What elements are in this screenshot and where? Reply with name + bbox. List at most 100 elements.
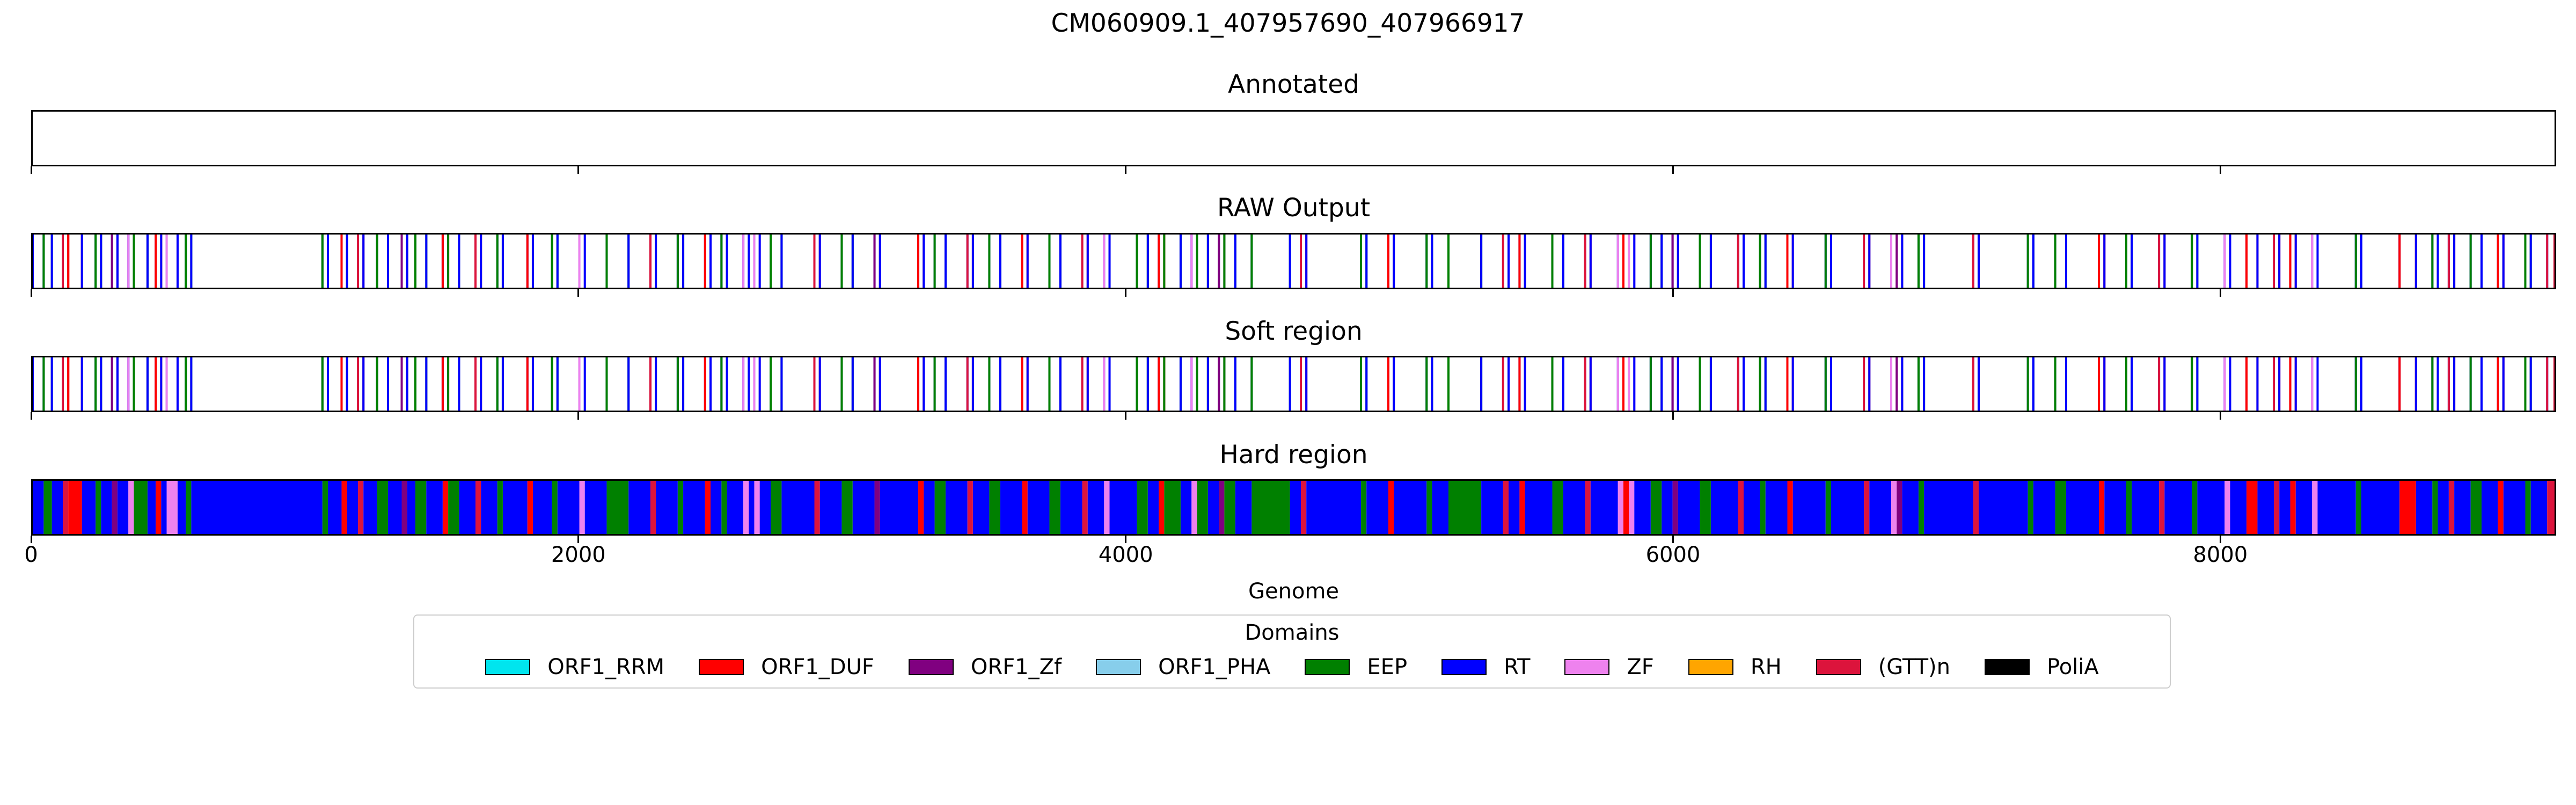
segment-(GTT)n <box>967 481 973 534</box>
segment-ORF1_DUF <box>2498 481 2504 534</box>
legend-swatch <box>1096 659 1141 675</box>
legend-swatch <box>1305 659 1350 675</box>
legend-items: ORF1_RRM ORF1_DUF ORF1_Zf ORF1_PHA EEP RT ZF RH… <box>414 654 2170 680</box>
segment-RT <box>710 481 722 534</box>
segment-RT <box>2503 481 2526 534</box>
x-tick <box>30 536 32 543</box>
segment-EEP <box>43 481 52 534</box>
segment-ZF <box>2312 481 2318 534</box>
segment-RT <box>2482 481 2498 534</box>
legend-item-PoliA: PoliA <box>1977 654 2106 680</box>
segment-ZF <box>2224 481 2230 534</box>
segment-EEP <box>1164 481 1181 534</box>
segment-(GTT)n <box>2273 481 2280 534</box>
segment-RT <box>459 481 476 534</box>
legend-item-ORF1_PHA: ORF1_PHA <box>1088 654 1278 680</box>
segment-RT <box>2197 481 2225 534</box>
segment-RT <box>1678 481 1700 534</box>
segment-ORF1_Zf <box>874 481 880 534</box>
segment-RT <box>2230 481 2247 534</box>
segment-RT <box>945 481 968 534</box>
segment-RT <box>1109 481 1137 534</box>
segment-RT <box>1792 481 1826 534</box>
segment-RT <box>1509 481 1520 534</box>
segment-ORF1_DUF <box>68 481 82 534</box>
track-soft-region <box>31 356 2556 412</box>
segment-EEP <box>1197 481 1208 534</box>
segment-RT <box>1147 481 1159 534</box>
track-raw-output <box>31 233 2556 289</box>
segment-RT <box>388 481 402 534</box>
segment-(GTT)n <box>1082 481 1088 534</box>
segment-EEP <box>2355 481 2361 534</box>
segment-ZF <box>128 481 134 534</box>
segment-EEP <box>1448 481 1482 534</box>
segment-EEP <box>989 481 1000 534</box>
segment-RT <box>2066 481 2099 534</box>
x-tick <box>1125 536 1127 543</box>
segment-EEP <box>677 481 684 534</box>
segment-ORF1_DUF <box>442 481 449 534</box>
segment-RT <box>880 481 919 534</box>
x-tick-label: 2000 <box>551 543 606 567</box>
x-axis-label: Genome <box>1248 579 1339 604</box>
segment-ZF <box>754 481 760 534</box>
segment-ORF1_DUF <box>918 481 924 534</box>
segment-ORF1_DUF <box>1623 481 1629 534</box>
x-tick-label: 6000 <box>1645 543 1701 567</box>
x-tick <box>30 166 32 174</box>
segment-EEP <box>1650 481 1662 534</box>
segment-RT <box>1765 481 1788 534</box>
segment-RT <box>532 481 552 534</box>
x-tick <box>30 289 32 297</box>
segment-RT <box>363 481 377 534</box>
segment-(GTT)n <box>1503 481 1509 534</box>
segment-EEP <box>771 481 782 534</box>
segment-RT <box>819 481 842 534</box>
segment-RT <box>1366 481 1388 534</box>
legend-swatch <box>908 659 954 675</box>
segment-EEP <box>841 481 853 534</box>
segment-EEP <box>415 481 427 534</box>
segment-RT <box>1087 481 1104 534</box>
segment-RT <box>426 481 443 534</box>
segment-RT <box>1525 481 1553 534</box>
segment-EEP <box>497 481 503 534</box>
segment-RT <box>1208 481 1219 534</box>
x-tick <box>577 536 580 543</box>
segment-ORF1_DUF <box>1787 481 1793 534</box>
segment-RT <box>1060 481 1082 534</box>
legend: Domains ORF1_RRM ORF1_DUF ORF1_Zf ORF1_PHA E… <box>413 614 2171 689</box>
track-annotated <box>31 110 2556 166</box>
segment-ZF <box>1191 481 1197 534</box>
segment-EEP <box>1552 481 1563 534</box>
segment-ORF1_DUF <box>2399 481 2416 534</box>
segment-RT <box>683 481 705 534</box>
segment-ORF1_DUF <box>527 481 533 534</box>
x-tick <box>2219 289 2221 297</box>
segment-(GTT)n <box>1585 481 1591 534</box>
segment-EEP <box>322 481 328 534</box>
legend-item-ORF1_Zf: ORF1_Zf <box>901 654 1069 680</box>
legend-label: PoliA <box>2047 655 2099 679</box>
segment-RT <box>1710 481 1738 534</box>
segment-RT <box>1027 481 1050 534</box>
x-tick <box>1672 166 1674 174</box>
segment-RT <box>1590 481 1618 534</box>
segment-RT <box>2438 481 2449 534</box>
segment-EEP <box>1137 481 1148 534</box>
legend-item-ORF1_DUF: ORF1_DUF <box>691 654 882 680</box>
segment-EEP <box>721 481 727 534</box>
x-tick <box>30 412 32 420</box>
legend-swatch <box>699 659 744 675</box>
segment-RT <box>2530 481 2548 534</box>
segment-RT <box>161 481 167 534</box>
segment-RT <box>502 481 528 534</box>
segment-EEP <box>377 481 389 534</box>
segment-EEP <box>1760 481 1766 534</box>
segment-ORF1_DUF <box>341 481 347 534</box>
segment-RT <box>1000 481 1022 534</box>
segment-RT <box>177 481 186 534</box>
segment-RT <box>2317 481 2356 534</box>
segment-RT <box>117 481 129 534</box>
